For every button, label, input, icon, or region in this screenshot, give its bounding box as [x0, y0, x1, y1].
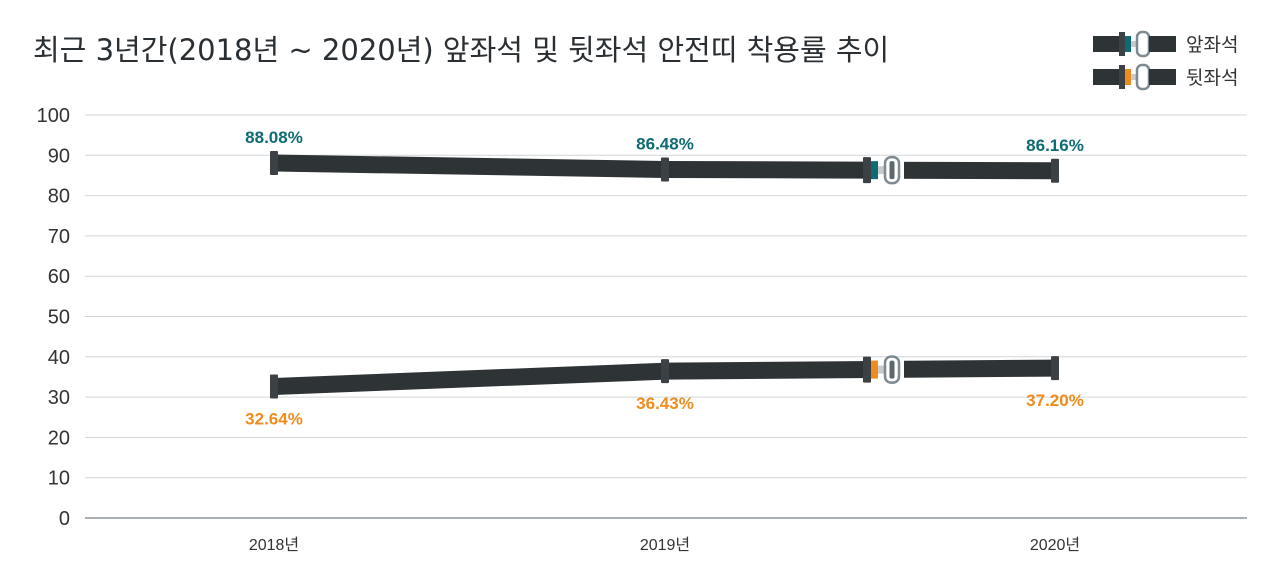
- buckle-accent: [871, 161, 878, 180]
- legend-clip: [1119, 32, 1125, 56]
- data-point: [270, 151, 278, 176]
- series-front: 88.08% 86.48% 86.16%: [245, 128, 1084, 185]
- legend-accent: [1125, 69, 1131, 85]
- series-group: 88.08% 86.48% 86.16% 32.64% 36.43% 37.20%: [245, 128, 1084, 428]
- legend-tongue: [1131, 41, 1139, 47]
- legend-item-rear: 뒷좌석: [1093, 63, 1238, 91]
- legend-accent: [1125, 36, 1131, 52]
- data-point: [270, 374, 278, 399]
- y-tick-label: 70: [48, 226, 70, 248]
- buckle-tongue: [878, 166, 888, 175]
- y-tick-label: 90: [48, 145, 70, 167]
- buckle-slot: [889, 360, 895, 379]
- belt-segment: [664, 160, 1056, 180]
- y-tick-label: 10: [48, 468, 70, 490]
- buckle-tongue: [878, 365, 888, 374]
- legend-clip: [1119, 65, 1125, 89]
- seatbelt-icon: [1093, 30, 1176, 58]
- buckle-clip: [863, 356, 871, 383]
- belt-segment: [273, 154, 666, 178]
- y-tick-label: 100: [37, 105, 70, 127]
- x-axis: 2018년 2019년 2020년: [249, 536, 1080, 554]
- legend-frame: [1135, 30, 1151, 58]
- x-tick-label: 2018년: [249, 536, 299, 554]
- data-label: 36.43%: [636, 394, 694, 413]
- data-point: [1051, 356, 1059, 381]
- y-tick-label: 80: [48, 186, 70, 208]
- y-axis: 0 10 20 30 40 50 60 70 80 90 100: [37, 105, 70, 530]
- y-tick-label: 30: [48, 387, 70, 409]
- y-tick-label: 50: [48, 307, 70, 329]
- buckle-accent: [871, 360, 878, 379]
- legend-label-front: 앞좌석: [1186, 34, 1238, 56]
- y-tick-label: 40: [48, 347, 70, 369]
- data-label: 88.08%: [245, 128, 303, 147]
- legend-label-rear: 뒷좌석: [1186, 67, 1238, 89]
- legend-belt-right: [1149, 36, 1176, 52]
- belt-segment: [273, 362, 666, 395]
- data-point: [1051, 158, 1059, 183]
- data-label: 32.64%: [245, 409, 303, 428]
- y-tick-label: 60: [48, 266, 70, 288]
- series-rear: 32.64% 36.43% 37.20%: [245, 355, 1084, 428]
- legend-frame: [1135, 63, 1151, 91]
- buckle-slot: [889, 161, 895, 180]
- data-label: 86.16%: [1026, 136, 1084, 155]
- data-label: 37.20%: [1026, 391, 1084, 410]
- legend: 앞좌석 뒷좌석: [1093, 30, 1238, 91]
- x-tick-label: 2019년: [640, 536, 690, 554]
- data-point: [661, 157, 669, 182]
- legend-belt-left: [1093, 69, 1121, 85]
- legend-item-front: 앞좌석: [1093, 30, 1238, 58]
- y-tick-label: 20: [48, 427, 70, 449]
- data-point: [661, 359, 669, 384]
- data-label: 86.48%: [636, 134, 694, 153]
- y-tick-label: 0: [59, 508, 70, 530]
- seatbelt-icon: [1093, 63, 1176, 91]
- chart-title: 최근 3년간(2018년 ~ 2020년) 앞좌석 및 뒷좌석 안전띠 착용률 …: [33, 33, 889, 67]
- legend-tongue: [1131, 74, 1139, 80]
- legend-belt-left: [1093, 36, 1121, 52]
- buckle-clip: [863, 157, 871, 184]
- belt-segment: [664, 359, 1056, 380]
- x-tick-label: 2020년: [1030, 536, 1080, 554]
- legend-belt-right: [1149, 69, 1176, 85]
